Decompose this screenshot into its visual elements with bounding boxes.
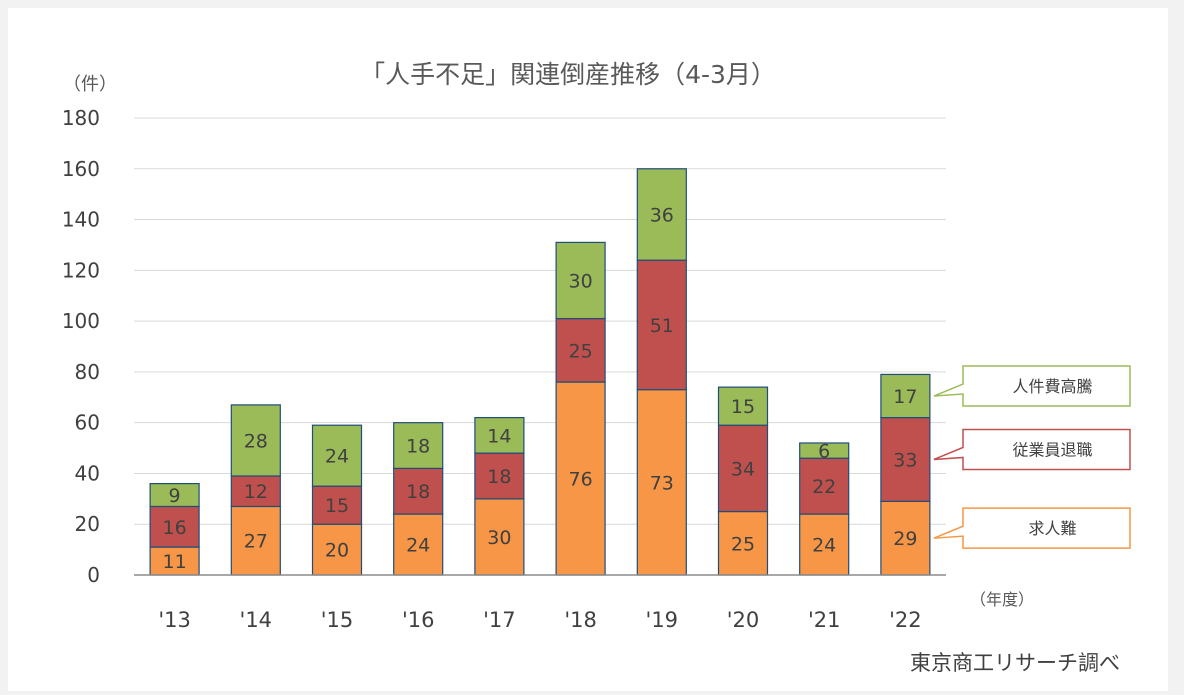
data-label: 30 bbox=[569, 270, 593, 292]
x-tick-label: '19 bbox=[646, 608, 679, 632]
y-axis-label: （件） bbox=[63, 74, 117, 95]
bar-segment bbox=[555, 317, 606, 383]
data-label: 36 bbox=[650, 204, 674, 226]
source-note: 東京商工リサーチ調べ bbox=[910, 651, 1120, 675]
data-label: 51 bbox=[650, 315, 674, 337]
bar-segment bbox=[799, 442, 850, 459]
x-tick-label: '16 bbox=[402, 608, 435, 632]
bar-segment bbox=[799, 513, 850, 576]
x-axis-label: （年度） bbox=[970, 590, 1034, 609]
data-label: 11 bbox=[163, 551, 187, 573]
chart-title: 「人手不足」関連倒産推移（4-3月） bbox=[360, 60, 776, 89]
y-tick-label: 120 bbox=[62, 258, 100, 282]
y-tick-label: 160 bbox=[62, 157, 100, 181]
chart-card: 0 20 40 60 80 100 120 140 160 180 11 16 9 27 12 28 20 15… bbox=[8, 8, 1168, 691]
data-label: 25 bbox=[569, 340, 593, 362]
data-label: 14 bbox=[487, 425, 511, 447]
data-label: 18 bbox=[487, 466, 511, 488]
legend-label: 求人難 bbox=[1028, 519, 1076, 538]
legend-label: 人件費高騰 bbox=[1012, 377, 1092, 396]
data-label: 25 bbox=[731, 533, 755, 555]
data-label: 9 bbox=[169, 485, 181, 507]
y-axis-ticks: 0 20 40 60 80 100 120 140 160 180 bbox=[62, 106, 100, 587]
bar-segment bbox=[149, 483, 200, 508]
x-tick-label: '13 bbox=[158, 608, 191, 632]
bar-segment bbox=[311, 523, 363, 576]
bar-segment bbox=[474, 416, 525, 454]
stacked-bar-chart: 0 20 40 60 80 100 120 140 160 180 11 16 9 27 12 28 20 15… bbox=[62, 60, 1131, 675]
bar-segment bbox=[393, 422, 444, 469]
bar-segment bbox=[717, 386, 769, 426]
data-label: 15 bbox=[731, 396, 755, 418]
data-label: 18 bbox=[406, 436, 430, 458]
bar-segment bbox=[230, 505, 281, 576]
x-tick-label: '20 bbox=[727, 608, 760, 632]
data-label: 29 bbox=[893, 528, 917, 550]
y-tick-label: 20 bbox=[75, 512, 100, 536]
bar-segment bbox=[230, 404, 281, 477]
y-tick-label: 180 bbox=[62, 106, 100, 130]
bar-segment bbox=[311, 424, 363, 487]
x-tick-label: '15 bbox=[321, 608, 354, 632]
bar-segment bbox=[393, 513, 444, 576]
bar-segment bbox=[636, 259, 687, 391]
bar-segment bbox=[230, 475, 281, 508]
data-label: 34 bbox=[731, 458, 755, 480]
data-label: 27 bbox=[244, 531, 268, 553]
data-label: 24 bbox=[812, 535, 836, 557]
x-tick-label: '14 bbox=[240, 608, 273, 632]
data-label: 73 bbox=[650, 472, 674, 494]
bar-segment bbox=[880, 373, 931, 419]
y-tick-label: 80 bbox=[75, 360, 100, 384]
data-label: 20 bbox=[325, 540, 349, 562]
bar-segment bbox=[636, 168, 687, 261]
data-label: 28 bbox=[244, 430, 268, 452]
bar-segment bbox=[149, 505, 200, 548]
data-label: 24 bbox=[325, 446, 349, 468]
bar-segment bbox=[555, 381, 606, 576]
y-tick-label: 140 bbox=[62, 208, 100, 232]
bar-segment bbox=[880, 500, 931, 576]
legend-callout-box bbox=[933, 428, 1131, 471]
data-label: 22 bbox=[812, 476, 836, 498]
data-label: 76 bbox=[569, 469, 593, 491]
bar-segment bbox=[393, 467, 444, 515]
y-tick-label: 60 bbox=[75, 411, 100, 435]
data-label: 33 bbox=[893, 449, 917, 471]
data-label: 15 bbox=[325, 495, 349, 517]
bar-segment bbox=[555, 241, 606, 320]
y-tick-label: 0 bbox=[87, 563, 100, 587]
x-tick-label: '17 bbox=[483, 608, 516, 632]
data-label: 6 bbox=[818, 441, 830, 463]
data-label: 16 bbox=[163, 517, 187, 539]
x-tick-label: '22 bbox=[889, 608, 922, 632]
data-label: 24 bbox=[406, 535, 430, 557]
legend-label: 従業員退職 bbox=[1012, 440, 1092, 459]
y-tick-label: 100 bbox=[62, 309, 100, 333]
x-tick-label: '21 bbox=[808, 608, 841, 632]
data-label: 12 bbox=[244, 481, 268, 503]
legend-callout-box bbox=[933, 507, 1131, 549]
x-tick-label: '18 bbox=[564, 608, 597, 632]
data-label: 18 bbox=[406, 481, 430, 503]
bar-segment bbox=[880, 416, 931, 502]
y-tick-label: 40 bbox=[75, 461, 100, 485]
bar-segment bbox=[474, 452, 525, 500]
data-label: 17 bbox=[893, 386, 917, 408]
data-label: 30 bbox=[487, 527, 511, 549]
legend-callout-box bbox=[933, 365, 1131, 407]
x-axis-ticks: '13 '14 '15 '16 '17 '18 '19 '20 '21 '22 bbox=[158, 608, 921, 632]
